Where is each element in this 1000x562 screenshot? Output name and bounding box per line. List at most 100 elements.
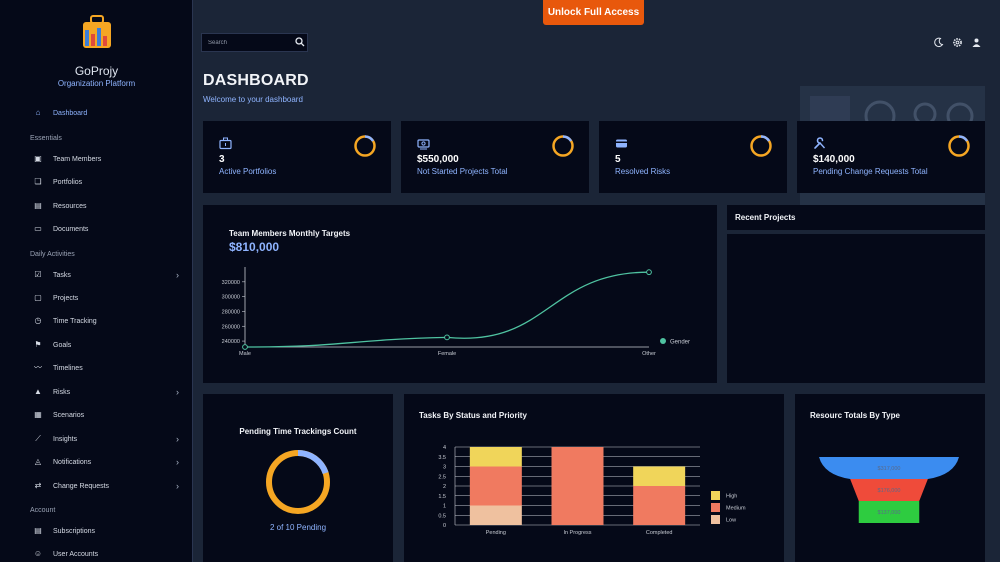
legend-label-low: Low: [726, 518, 736, 524]
chart-title: Team Members Monthly Targets: [229, 229, 351, 238]
x-tick-label: In Progress: [563, 530, 591, 536]
subscription-icon: ▤: [34, 526, 42, 535]
dark-mode-moon-icon[interactable]: [933, 37, 944, 48]
sidebar-item-user-accounts[interactable]: ☺ User Accounts: [0, 544, 193, 562]
sidebar-item-label: Dashboard: [53, 109, 88, 117]
home-icon: ⌂: [35, 108, 41, 117]
sidebar-item-dashboard[interactable]: ⌂ Dashboard: [0, 103, 193, 123]
swap-icon: ⇄: [34, 481, 42, 490]
brand-name: GoProjy: [74, 64, 119, 78]
sidebar-item-label: Portfolios: [53, 178, 83, 186]
user-profile-icon[interactable]: [971, 37, 982, 48]
sidebar-item-time-tracking[interactable]: ◷ Time Tracking: [0, 311, 193, 331]
brand-subtitle: Organization Platform: [57, 79, 136, 88]
checkbox-icon: ☑: [34, 270, 42, 279]
portfolio-icon: ❏: [34, 177, 42, 186]
funnel-chart: $317,000 $176,000 $137,000: [819, 457, 959, 523]
settings-gear-icon[interactable]: [952, 37, 963, 48]
search-icon[interactable]: [295, 37, 305, 47]
id-card-icon: ▣: [34, 154, 42, 163]
progress-ring-icon: [948, 135, 970, 157]
y-tick-label: 240000: [222, 339, 240, 345]
stat-card-resolved-risks: 5 Resolved Risks: [599, 121, 787, 193]
stat-label: Resolved Risks: [615, 167, 671, 176]
x-tick-label: Pending: [486, 530, 506, 536]
section-daily-activities: Daily Activities: [30, 251, 75, 258]
stat-label: Pending Change Requests Total: [813, 167, 928, 176]
chart-total: $810,000: [229, 240, 280, 254]
sidebar-item-risks[interactable]: ▲ Risks ›: [0, 382, 193, 402]
sidebar-item-label: Scenarios: [53, 411, 85, 419]
data-point: [242, 344, 248, 350]
y-tick-label: 2.5: [438, 474, 446, 480]
sidebar: GoProjy Organization Platform ⌂ Dashboar…: [0, 0, 193, 562]
sidebar-item-change-requests[interactable]: ⇄ Change Requests ›: [0, 476, 193, 496]
line-chart: 240000 260000 280000 300000 320000 Male Female…: [222, 267, 690, 357]
funnel-segment: [850, 479, 928, 501]
y-tick-label: 2: [443, 484, 446, 490]
bar-medium: [469, 466, 522, 506]
legend-swatch-high: [711, 491, 720, 500]
sidebar-item-label: Notifications: [53, 458, 92, 466]
sidebar-item-label: Goals: [53, 341, 72, 349]
sidebar-item-projects[interactable]: ▢ Projects: [0, 288, 193, 308]
chevron-right-icon: ›: [176, 434, 179, 444]
chevron-right-icon: ›: [176, 387, 179, 397]
sidebar-item-team-members[interactable]: ▣ Team Members: [0, 149, 193, 169]
bar-high: [469, 447, 522, 467]
funnel-label: $137,000: [878, 510, 901, 516]
legend-label-gender: Gender: [670, 340, 690, 346]
donut-slice-pending: [297, 450, 329, 475]
stat-label: Not Started Projects Total: [417, 167, 508, 176]
sidebar-item-notifications[interactable]: ◬ Notifications ›: [0, 452, 193, 472]
sidebar-item-label: Time Tracking: [53, 317, 97, 325]
sidebar-item-goals[interactable]: ⚑ Goals: [0, 335, 193, 355]
y-tick-label: 1.5: [438, 494, 446, 500]
chevron-right-icon: ›: [176, 481, 179, 491]
calendar-icon: ▦: [34, 410, 42, 419]
sidebar-item-label: Resources: [53, 202, 87, 210]
credit-card-icon: [616, 139, 627, 148]
data-point: [444, 334, 450, 341]
stat-value: 3: [219, 154, 225, 165]
tasks-chart-card: Tasks By Status and Priority 0 0.5 1 1.5 2 2.…: [404, 394, 784, 562]
sidebar-item-resources[interactable]: ▤ Resources: [0, 196, 193, 216]
folder-icon: ▢: [34, 293, 42, 302]
y-tick-label: 300000: [222, 295, 240, 301]
sidebar-item-label: Documents: [53, 225, 89, 233]
sidebar-item-subscriptions[interactable]: ▤ Subscriptions: [0, 521, 193, 541]
legend-swatch-low: [711, 515, 720, 524]
sidebar-item-label: Timelines: [53, 364, 83, 372]
stacked-bar-chart: 0 0.5 1 1.5 2 2.5 3 3.5 4 Pending In Progress Compl…: [438, 445, 746, 536]
legend-swatch-medium: [711, 503, 720, 512]
search-input[interactable]: [208, 37, 288, 49]
sidebar-item-label: Change Requests: [53, 482, 110, 490]
sidebar-item-tasks[interactable]: ☑ Tasks ›: [0, 265, 193, 285]
sidebar-item-documents[interactable]: ▭ Documents: [0, 219, 193, 239]
bar-medium: [551, 447, 604, 525]
page-subtitle: Welcome to your dashboard: [203, 95, 303, 104]
users-icon: ☺: [33, 549, 43, 558]
chevron-right-icon: ›: [176, 457, 179, 467]
section-account: Account: [30, 507, 56, 514]
y-tick-label: 0: [443, 523, 446, 529]
x-tick-label: Completed: [646, 530, 673, 536]
sidebar-item-timelines[interactable]: 〰 Timelines: [0, 358, 193, 378]
clock-icon: ◷: [34, 316, 42, 325]
sidebar-item-scenarios[interactable]: ▦ Scenarios: [0, 405, 193, 425]
y-tick-label: 4: [443, 445, 446, 451]
chart-title: Tasks By Status and Priority: [419, 411, 527, 420]
donut-caption: 2 of 10 Pending: [269, 523, 327, 532]
sidebar-item-portfolios[interactable]: ❏ Portfolios: [0, 172, 193, 192]
unlock-full-access-button[interactable]: Unlock Full Access: [543, 0, 644, 25]
chevron-right-icon: ›: [176, 270, 179, 280]
funnel-label: $176,000: [878, 488, 901, 494]
sidebar-item-insights[interactable]: ⟋ Insights ›: [0, 429, 193, 449]
recent-projects-list: [727, 234, 985, 383]
x-tick-label: Other: [642, 351, 656, 357]
search-box: [201, 33, 308, 52]
funnel-label: $317,000: [878, 466, 901, 472]
warning-icon: ▲: [34, 387, 42, 396]
progress-ring-icon: [354, 135, 376, 157]
y-tick-label: 280000: [222, 309, 240, 315]
